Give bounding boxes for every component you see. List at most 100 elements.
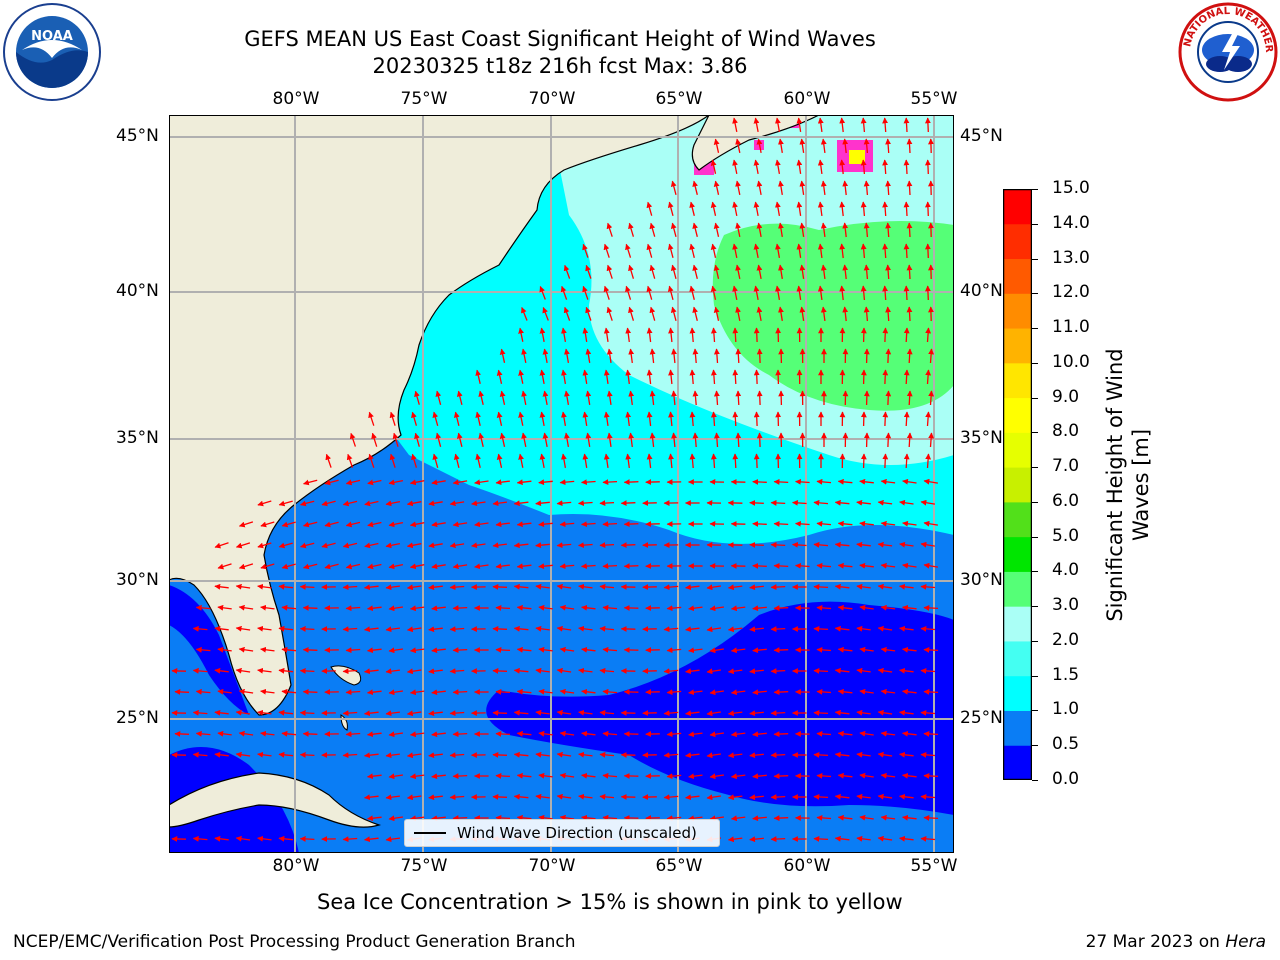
wave-direction-arrow xyxy=(906,432,913,448)
nws-logo-icon: NATIONAL WEATHER SERVICE xyxy=(1178,2,1278,102)
wave-direction-arrow xyxy=(582,453,589,469)
wave-direction-arrow xyxy=(860,117,867,133)
wave-direction-arrow xyxy=(281,730,297,737)
wave-direction-arrow xyxy=(278,542,293,549)
wave-direction-arrow xyxy=(516,688,532,695)
wave-direction-arrow xyxy=(625,243,632,258)
wave-direction-arrow xyxy=(778,306,784,322)
wave-direction-arrow xyxy=(813,709,829,716)
colorbar-bin xyxy=(1003,606,1032,642)
wave-direction-arrow xyxy=(578,751,593,758)
wave-direction-arrow xyxy=(816,520,832,527)
wave-direction-arrow xyxy=(388,773,403,780)
wave-direction-arrow xyxy=(409,689,425,696)
wave-direction-arrow xyxy=(620,500,636,506)
lon-label-bottom: 65°W xyxy=(655,856,703,876)
wave-direction-arrow xyxy=(799,180,806,195)
lon-label-bottom: 55°W xyxy=(910,856,958,876)
wave-direction-arrow xyxy=(837,562,853,569)
wave-direction-arrow xyxy=(428,668,443,675)
wave-direction-arrow xyxy=(882,411,889,427)
wave-direction-arrow xyxy=(735,348,742,364)
credit-host: Hera xyxy=(1225,932,1266,952)
wave-direction-arrow xyxy=(542,306,549,321)
wave-direction-arrow xyxy=(495,772,511,779)
wave-direction-arrow xyxy=(260,521,275,528)
wave-direction-arrow xyxy=(877,835,893,842)
wave-direction-arrow xyxy=(668,369,674,385)
lon-label-top: 55°W xyxy=(910,89,958,109)
wave-direction-arrow xyxy=(238,688,254,695)
wave-direction-arrow xyxy=(321,542,336,549)
wave-direction-arrow xyxy=(628,264,635,279)
wave-direction-arrow xyxy=(564,348,570,364)
wave-direction-arrow xyxy=(663,626,679,633)
wave-direction-arrow xyxy=(816,772,832,779)
wave-direction-arrow xyxy=(516,646,532,653)
wave-direction-arrow xyxy=(495,521,510,528)
wave-direction-arrow xyxy=(880,772,896,779)
wave-direction-arrow xyxy=(856,541,871,548)
wave-direction-arrow xyxy=(582,243,589,258)
wave-direction-arrow xyxy=(817,243,824,258)
lat-label-right: 40°N xyxy=(960,281,1003,301)
wave-direction-arrow xyxy=(753,117,760,133)
wave-direction-arrow xyxy=(456,432,463,447)
wave-direction-arrow xyxy=(345,479,361,486)
wave-direction-arrow xyxy=(749,500,764,506)
wave-direction-arrow xyxy=(492,752,508,758)
wave-direction-arrow xyxy=(599,793,615,800)
wave-direction-arrow xyxy=(753,411,760,427)
legend-label: Wind Wave Direction (unscaled) xyxy=(457,824,697,842)
wave-direction-arrow xyxy=(388,563,404,570)
wave-direction-arrow xyxy=(428,752,443,759)
wave-direction-arrow xyxy=(773,647,789,653)
wave-direction-arrow xyxy=(752,689,767,696)
wave-direction-arrow xyxy=(342,668,358,675)
map-legend: Wind Wave Direction (unscaled) xyxy=(404,819,720,847)
colorbar-tick-label: 3.0 xyxy=(1052,595,1080,616)
wave-direction-arrow xyxy=(521,348,527,364)
wave-direction-arrow xyxy=(727,752,743,759)
wave-direction-arrow xyxy=(431,773,446,780)
wave-direction-arrow xyxy=(713,264,720,279)
wave-direction-arrow xyxy=(409,605,425,612)
map-subtitle: 20230325 t18z 216h fcst Max: 3.86 xyxy=(372,54,748,78)
wave-direction-arrow xyxy=(257,625,272,632)
wave-direction-arrow xyxy=(706,752,721,759)
wave-direction-arrow xyxy=(518,453,524,468)
wave-direction-arrow xyxy=(585,348,592,364)
wave-direction-arrow xyxy=(646,327,653,343)
wave-direction-arrow xyxy=(606,390,613,405)
wave-direction-arrow xyxy=(770,710,786,717)
wave-direction-arrow xyxy=(839,243,846,259)
wave-direction-arrow xyxy=(599,667,615,674)
wave-direction-arrow xyxy=(449,626,465,633)
wave-direction-arrow xyxy=(475,369,482,384)
wave-direction-arrow xyxy=(599,542,615,549)
wave-direction-arrow xyxy=(820,138,827,153)
colorbar-tick-mark xyxy=(1032,571,1038,573)
wave-direction-arrow xyxy=(538,604,553,611)
wave-direction-arrow xyxy=(646,453,653,469)
wave-direction-arrow xyxy=(561,327,567,343)
wave-direction-arrow xyxy=(880,646,896,653)
wave-direction-arrow xyxy=(727,794,743,801)
colorbar-tick-label: 7.0 xyxy=(1052,456,1080,477)
wave-direction-arrow xyxy=(920,709,936,716)
wave-direction-arrow xyxy=(882,159,888,175)
wave-direction-arrow xyxy=(603,369,610,384)
wind-wave-direction-arrows xyxy=(171,117,939,843)
wave-direction-arrow xyxy=(195,646,211,653)
wave-direction-arrow xyxy=(603,327,610,342)
wave-direction-arrow xyxy=(513,583,529,590)
wave-direction-arrow xyxy=(735,180,741,196)
wave-direction-arrow xyxy=(195,730,211,737)
wave-direction-arrow xyxy=(885,222,891,238)
wave-direction-arrow xyxy=(581,604,596,611)
colorbar-tick-mark xyxy=(1032,189,1038,190)
colorbar-tick-label: 6.0 xyxy=(1052,490,1080,511)
wave-direction-arrow xyxy=(920,751,936,758)
wave-direction-arrow xyxy=(925,117,931,133)
wave-direction-arrow xyxy=(685,668,700,675)
